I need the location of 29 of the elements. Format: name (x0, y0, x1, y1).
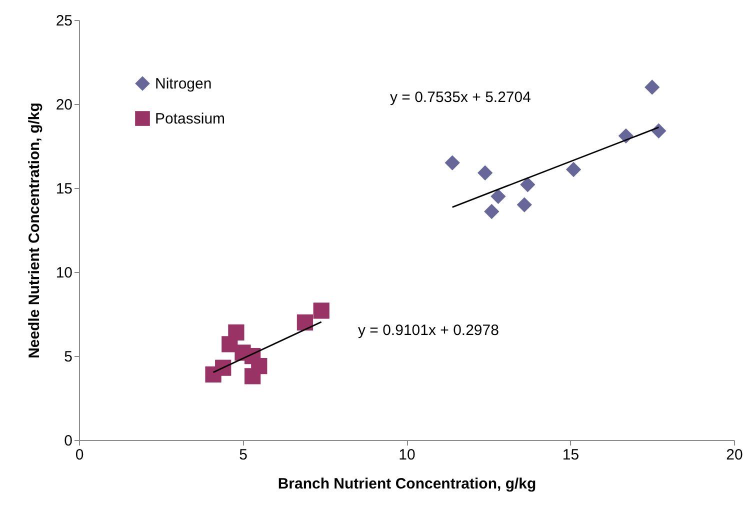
x-tick-label: 15 (562, 446, 580, 464)
point (234, 344, 251, 361)
x-tick-label: 5 (239, 446, 248, 464)
point (313, 302, 330, 319)
point (484, 204, 500, 220)
point (651, 123, 666, 138)
x-tick-label: 20 (726, 446, 743, 464)
point (296, 314, 314, 330)
legend-label: Potassium (155, 110, 226, 128)
y-tick-label: 0 (64, 432, 72, 450)
annotation: y = 0.9101x + 0.2978 (358, 322, 499, 339)
x-tick-label: 0 (75, 446, 84, 464)
point (516, 197, 532, 212)
y-tick-label: 10 (56, 264, 72, 282)
point (566, 162, 582, 178)
point (490, 188, 506, 204)
y-axis-title: Needle Nutrient Concentration, g/kg (26, 102, 43, 358)
legend-label: Nitrogen (155, 76, 212, 92)
y-tick-label: 20 (56, 96, 72, 114)
point (444, 155, 460, 170)
x-axis-title: Branch Nutrient Concentration, g/kg (278, 476, 536, 492)
x-tick-label: 10 (398, 446, 416, 464)
point (520, 177, 536, 192)
point (478, 165, 493, 180)
y-tick-label: 5 (64, 348, 72, 366)
point (644, 80, 660, 95)
y-tick-label: 25 (56, 12, 72, 30)
y-tick-label: 15 (56, 180, 72, 198)
annotation: y = 0.7535x + 5.2704 (390, 89, 531, 106)
